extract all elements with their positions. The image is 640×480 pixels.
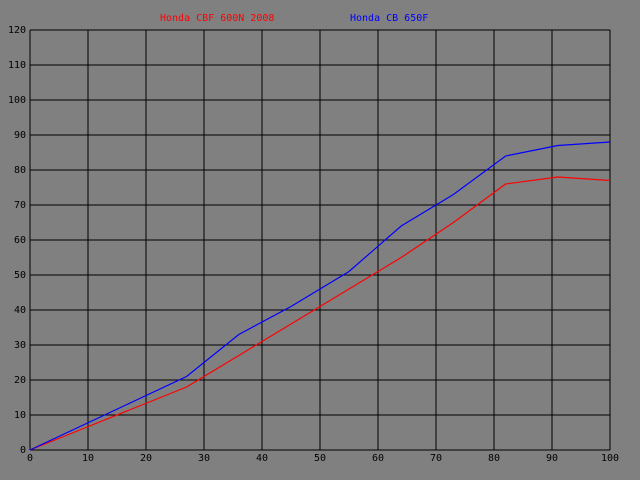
y-tick-label: 110 xyxy=(8,60,26,71)
legend-entry: Honda CB 650F xyxy=(350,13,428,24)
x-tick-label: 20 xyxy=(140,453,152,464)
x-tick-label: 40 xyxy=(256,453,268,464)
x-tick-label: 70 xyxy=(430,453,442,464)
y-tick-label: 50 xyxy=(14,270,26,281)
x-tick-label: 30 xyxy=(198,453,210,464)
x-tick-label: 80 xyxy=(488,453,500,464)
y-tick-label: 20 xyxy=(14,375,26,386)
data-line xyxy=(29,141,611,451)
x-tick-label: 90 xyxy=(546,453,558,464)
data-line xyxy=(29,176,611,451)
x-tick-label: 50 xyxy=(314,453,326,464)
legend-entry: Honda CBF 600N 2008 xyxy=(160,13,274,24)
x-tick-label: 10 xyxy=(82,453,94,464)
y-tick-label: 10 xyxy=(14,410,26,421)
y-tick-label: 0 xyxy=(20,445,26,456)
y-tick-label: 60 xyxy=(14,235,26,246)
y-tick-label: 90 xyxy=(14,130,26,141)
y-tick-label: 40 xyxy=(14,305,26,316)
x-tick-label: 0 xyxy=(27,453,33,464)
y-tick-label: 70 xyxy=(14,200,26,211)
x-tick-label: 60 xyxy=(372,453,384,464)
y-tick-label: 30 xyxy=(14,340,26,351)
y-tick-label: 80 xyxy=(14,165,26,176)
x-tick-label: 100 xyxy=(601,453,619,464)
y-tick-label: 100 xyxy=(8,95,26,106)
y-tick-label: 120 xyxy=(8,25,26,36)
